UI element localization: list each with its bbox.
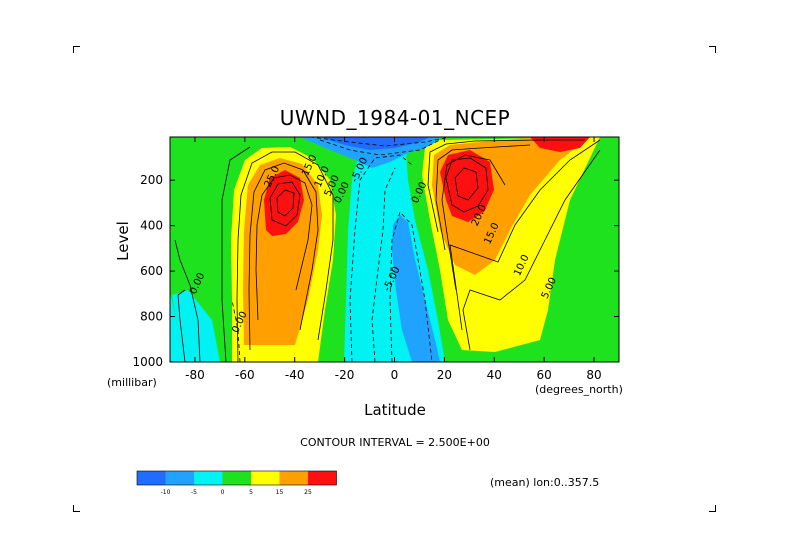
x-tick-label: -80 <box>185 368 205 382</box>
contour-interval-note: CONTOUR INTERVAL = 2.500E+00 <box>300 436 490 449</box>
axis-ticks: -80 -60 -40 -20 0 20 40 60 80 200 400 600 800 1000 <box>132 137 619 382</box>
y-tick-label: 400 <box>140 219 163 233</box>
colorbar-label: 5 <box>249 489 253 496</box>
y-tick-label: 600 <box>140 264 163 278</box>
y-tick-label: 800 <box>140 310 163 324</box>
y-axis-label: Level <box>114 221 132 261</box>
y-axis-unit: (millibar) <box>107 376 157 389</box>
x-axis-unit: (degrees_north) <box>535 383 623 396</box>
field-red-north-jet <box>440 150 494 222</box>
x-tick-label: -20 <box>335 368 355 382</box>
y-tick-label: 200 <box>140 173 163 187</box>
x-tick-label: 20 <box>437 368 452 382</box>
field-red-arctic <box>530 137 590 152</box>
negative-contour-lines <box>231 137 451 362</box>
corner-mark-top-right <box>709 46 716 53</box>
x-tick-label: -40 <box>285 368 305 382</box>
corner-mark-bottom-left <box>73 505 80 512</box>
averaging-note: (mean) lon:0..357.5 <box>490 476 600 489</box>
x-axis-label: Latitude <box>364 401 426 419</box>
colorbar-swatch <box>137 471 166 485</box>
colorbar-swatch <box>251 471 280 485</box>
x-tick-label: 60 <box>537 368 552 382</box>
colorbar-label: 15 <box>276 489 284 496</box>
colorbar-label: 25 <box>304 489 312 496</box>
corner-mark-bottom-right <box>709 505 716 512</box>
x-tick-label: 0 <box>391 368 399 382</box>
field-blue-equator <box>392 215 440 362</box>
field-red-south-jet <box>264 170 304 236</box>
colorbar-swatch <box>165 471 194 485</box>
colorbar: -10 -5 0 5 15 25 <box>136 470 337 496</box>
colorbar-label: 0 <box>221 489 225 496</box>
colorbar-swatch <box>194 471 223 485</box>
field-cyan-sh-surface <box>172 290 220 362</box>
colorbar-swatch <box>222 471 251 485</box>
x-tick-label: 80 <box>586 368 601 382</box>
colorbar-frame <box>136 470 337 486</box>
field-darkblue-top <box>320 137 430 150</box>
contour-lines <box>174 139 601 362</box>
y-tick-label: 1000 <box>132 355 163 369</box>
colorbar-swatch <box>308 471 337 485</box>
x-tick-label: 40 <box>487 368 502 382</box>
colorbar-label: -10 <box>161 489 171 496</box>
colorbar-label: -5 <box>191 489 197 496</box>
chart-title: UWND_1984-01_NCEP <box>279 106 511 130</box>
colorbar-swatch <box>279 471 308 485</box>
x-tick-label: -60 <box>235 368 255 382</box>
corner-mark-top-left <box>73 46 80 53</box>
